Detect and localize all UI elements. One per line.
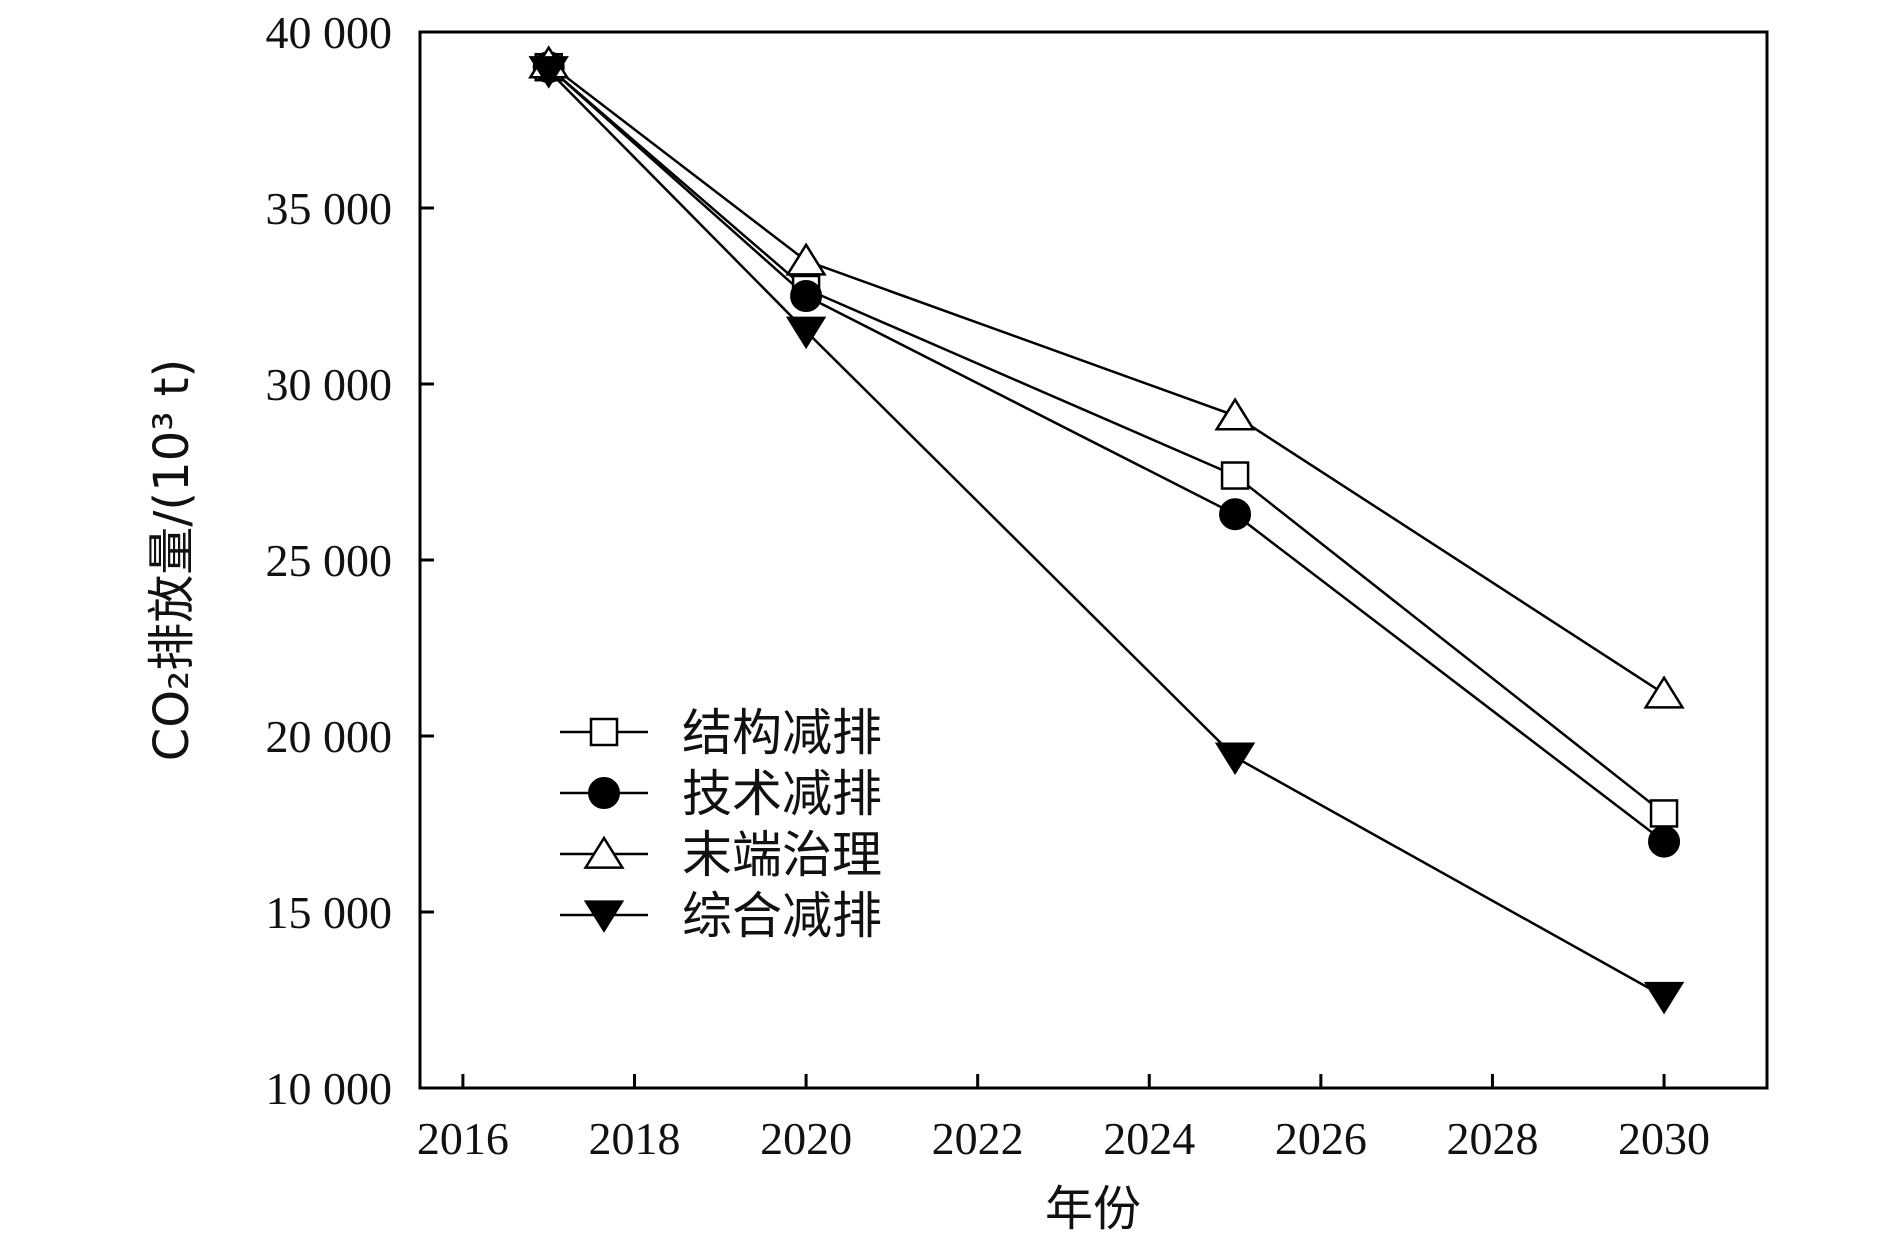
y-tick-label: 25 000: [266, 535, 393, 586]
legend-marker: [589, 717, 619, 747]
series-line-3: [547, 62, 1665, 695]
legend-label: 综合减排: [682, 887, 882, 945]
data-point-series-3: [1214, 397, 1256, 431]
y-tick-label: 35 000: [266, 183, 393, 234]
x-tick-label: 2018: [588, 1113, 680, 1164]
x-axis-title: 年份: [1045, 1181, 1141, 1237]
x-tick-label: 2026: [1275, 1113, 1367, 1164]
legend-entry: 末端治理: [560, 826, 882, 884]
y-tick-label: 30 000: [266, 359, 393, 410]
series-line-4: [547, 69, 1665, 998]
data-point-series-1: [1220, 461, 1250, 490]
legend-entry: 综合减排: [560, 887, 882, 945]
x-tick-label: 2022: [932, 1113, 1024, 1164]
data-point-series-4: [528, 56, 569, 89]
series-line-1: [547, 66, 1665, 815]
y-tick-label: 10 000: [266, 1063, 393, 1114]
data-point-series-4: [1643, 981, 1685, 1015]
data-point-series-4: [1214, 742, 1256, 776]
x-axis-ticks: 2016 2018 2020 2022 2024 2026 2028 2030: [417, 1074, 1710, 1164]
y-axis-title: CO₂排放量/(10³ t): [144, 359, 200, 762]
plot-frame: [418, 30, 1769, 1090]
y-axis-ticks: 10 000 15 000 20 000 25 000 30 000 35 000 40 0…: [266, 7, 434, 1114]
data-point-series-1: [1649, 799, 1679, 828]
x-tick-label: 2016: [417, 1113, 509, 1164]
legend-entry: 技术减排: [560, 765, 882, 823]
x-tick-label: 2030: [1618, 1113, 1710, 1164]
legend-label: 末端治理: [682, 826, 882, 884]
y-tick-label: 15 000: [266, 887, 393, 938]
legend-marker: [588, 777, 620, 809]
legend-label: 技术减排: [682, 765, 882, 823]
legend-marker: [583, 835, 625, 869]
x-tick-label: 2028: [1446, 1113, 1538, 1164]
legend-label: 结构减排: [682, 704, 882, 762]
series-lines: [547, 62, 1665, 998]
data-point-series-3: [785, 242, 827, 276]
series-line-2: [547, 66, 1665, 843]
data-point-series-2: [1648, 825, 1681, 858]
x-tick-label: 2020: [760, 1113, 852, 1164]
y-tick-label: 20 000: [266, 711, 393, 762]
y-tick-label: 40 000: [266, 7, 393, 58]
legend-entry: 结构减排: [560, 704, 882, 762]
data-point-series-2: [1219, 498, 1252, 531]
data-point-series-4: [785, 316, 827, 350]
data-point-series-3: [1643, 675, 1685, 709]
legend-marker: [583, 900, 625, 933]
x-tick-label: 2024: [1103, 1113, 1195, 1164]
series-markers: [528, 45, 1685, 1015]
data-point-series-2: [790, 280, 823, 312]
